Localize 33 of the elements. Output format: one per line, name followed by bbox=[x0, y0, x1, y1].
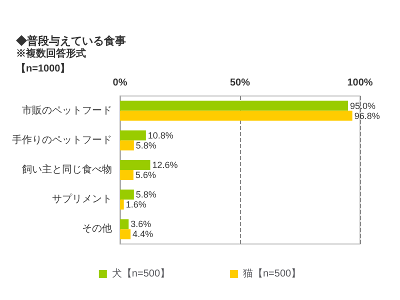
bar bbox=[120, 160, 150, 170]
data-label: 96.8% bbox=[354, 110, 380, 121]
x-tick-label: 0% bbox=[112, 78, 128, 88]
text: 【n=1000】 bbox=[16, 62, 70, 74]
data-label: 5.8% bbox=[136, 140, 156, 150]
data-label: 3.6% bbox=[130, 219, 152, 230]
bar bbox=[120, 229, 131, 240]
data-label: 95.0% bbox=[350, 100, 376, 111]
chart-title: ◆普段与えている食事 bbox=[16, 34, 126, 48]
bar bbox=[120, 110, 352, 121]
legend-label: 猫【n=500】 bbox=[243, 268, 302, 280]
x-tick-label: 50% bbox=[230, 78, 250, 88]
bar bbox=[120, 219, 129, 230]
y-tick-label: その他 bbox=[82, 222, 112, 235]
bar bbox=[120, 190, 134, 200]
y-tick-label: サプリメント bbox=[52, 193, 112, 206]
bar bbox=[120, 140, 134, 150]
legend-label: 犬【n=500】 bbox=[112, 268, 170, 280]
bar bbox=[120, 200, 124, 210]
x-tick-label: 100% bbox=[347, 78, 373, 88]
y-tick-label: 市販のペットフード bbox=[22, 104, 112, 116]
bar bbox=[120, 100, 348, 111]
data-label: 12.6% bbox=[152, 160, 178, 170]
chart-subtitle: ※複数回答形式 bbox=[16, 48, 86, 60]
data-label: 4.4% bbox=[132, 229, 154, 240]
data-label: 10.8% bbox=[148, 130, 174, 140]
y-tick-label: 飼い主と同じ食べ物 bbox=[22, 164, 112, 176]
data-label: 5.8% bbox=[136, 190, 156, 200]
data-label: 1.6% bbox=[126, 200, 146, 210]
bar bbox=[120, 130, 146, 140]
bar bbox=[120, 170, 134, 180]
data-label: 5.6% bbox=[135, 170, 156, 180]
y-tick-label: 手作りのペットフード bbox=[12, 134, 112, 146]
